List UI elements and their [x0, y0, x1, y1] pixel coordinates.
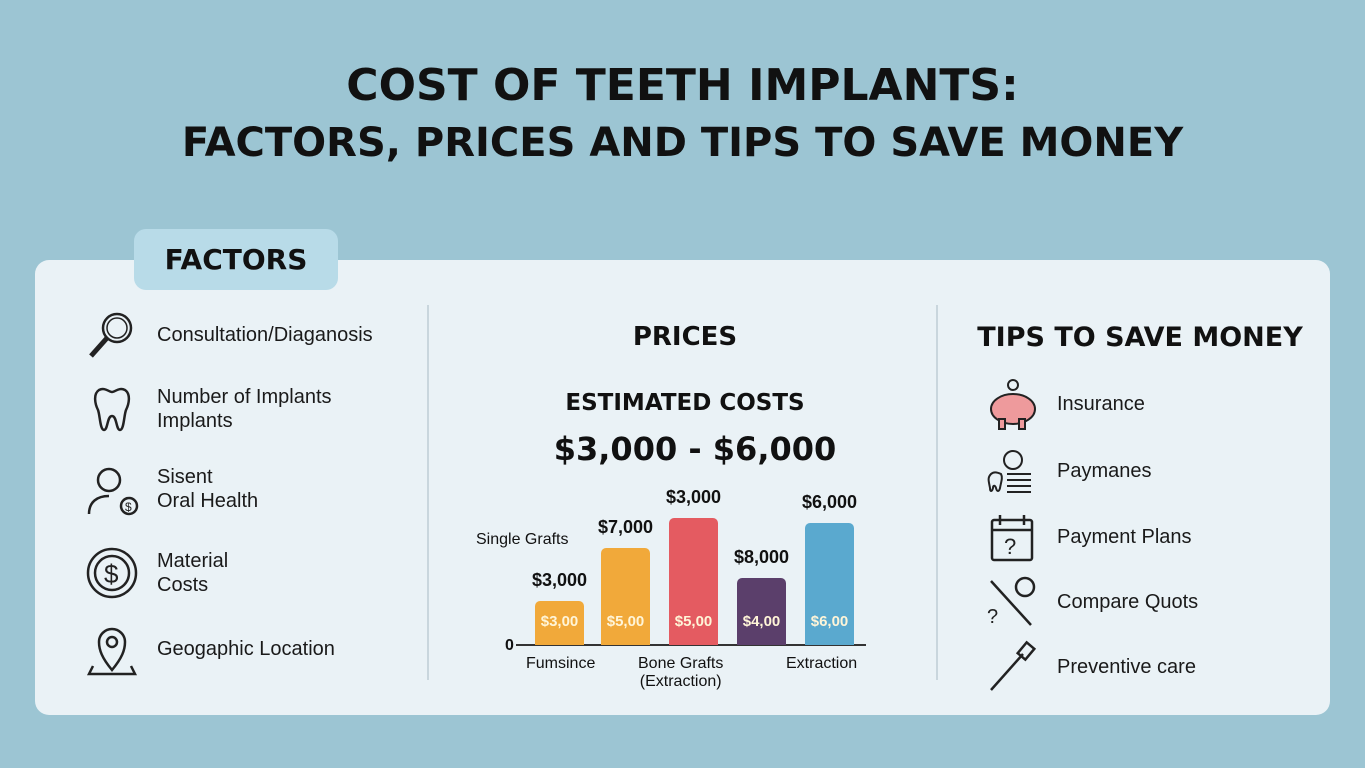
svg-text:?: ?: [987, 606, 998, 628]
tip-item: ? Compare Quots: [985, 575, 1198, 629]
tip-label: Insurance: [1057, 393, 1145, 415]
factor-item: Consultation/Diaganosis: [85, 308, 373, 362]
bar-top-label: $7,000: [597, 517, 654, 538]
x-label: Bone Grafts (Extraction): [638, 655, 724, 690]
bar-inner-label: $3,00: [540, 613, 579, 630]
price-range: $3,000 - $6,000: [553, 430, 837, 468]
tip-label: Compare Quots: [1057, 591, 1199, 613]
tip-label: Preventive care: [1057, 656, 1196, 678]
svg-text:$: $: [125, 500, 132, 514]
svg-text:?: ?: [1004, 534, 1016, 559]
bar: [535, 600, 584, 645]
tip-label: Payment Plans: [1057, 526, 1192, 548]
prices-heading: PRICES: [632, 322, 738, 352]
tip-item: ? Payment Plans: [985, 510, 1192, 564]
bar: [805, 523, 854, 645]
factor-item: $ Sisent Oral Health: [85, 462, 258, 516]
compare-tools-icon: ?: [985, 575, 1039, 629]
bar: [737, 577, 786, 645]
factor-label: Number of Implants Implants: [157, 386, 332, 432]
tip-label: Paymanes: [1057, 460, 1152, 482]
tip-item: Preventive care: [985, 640, 1196, 694]
bar-inner-label: $5,00: [674, 613, 713, 630]
bar-top-label: $3,000: [531, 569, 588, 590]
tip-item: Paymanes: [985, 444, 1152, 498]
person-dollar-icon: $: [85, 462, 139, 516]
svg-text:$: $: [104, 559, 119, 589]
calendar-question-icon: ?: [985, 510, 1039, 564]
x-label: Extraction: [786, 655, 858, 672]
factors-tab: FACTORS: [134, 229, 338, 290]
bar-top-label: $8,000: [733, 546, 790, 567]
factor-label: Consultation/Diaganosis: [157, 324, 373, 346]
factor-label: Material Costs: [157, 550, 229, 596]
piggy-bank-icon: [985, 377, 1039, 431]
bar: [669, 518, 718, 645]
x-label: Fumsince: [526, 655, 596, 672]
divider: [427, 305, 429, 680]
tooth-coins-icon: [985, 444, 1039, 498]
bar: [601, 548, 650, 645]
x-axis: [516, 644, 866, 646]
factor-item: $ Material Costs: [85, 546, 228, 600]
factor-item: Geogaphic Location: [85, 622, 335, 676]
estimated-costs-heading: ESTIMATED COSTS: [565, 390, 805, 416]
location-pin-icon: [85, 622, 139, 676]
tooth-icon: [85, 382, 139, 436]
bar-inner-label: $6,00: [810, 613, 849, 630]
factor-label: Geogaphic Location: [157, 638, 335, 660]
annotation-label: Single Grafts: [476, 531, 569, 548]
bar-inner-label: $4,00: [742, 613, 781, 630]
title-line-1: COST OF TEETH IMPLANTS:: [346, 60, 1019, 111]
dollar-coin-icon: $: [85, 546, 139, 600]
tips-heading: TIPS TO SAVE MONEY: [977, 322, 1303, 353]
toothbrush-icon: [985, 640, 1039, 694]
zero-tick-label: 0: [505, 637, 514, 654]
title-line-2: FACTORS, PRICES AND TIPS TO SAVE MONEY: [181, 120, 1184, 166]
magnifier-icon: [85, 308, 139, 362]
bar-top-label: $6,000: [801, 492, 858, 513]
bar-inner-label: $5,00: [606, 613, 645, 630]
divider: [936, 305, 938, 680]
factor-label: Sisent Oral Health: [157, 466, 259, 512]
factor-item: Number of Implants Implants: [85, 382, 332, 436]
tip-item: Insurance: [985, 377, 1145, 431]
bar-top-label: $3,000: [665, 487, 722, 507]
